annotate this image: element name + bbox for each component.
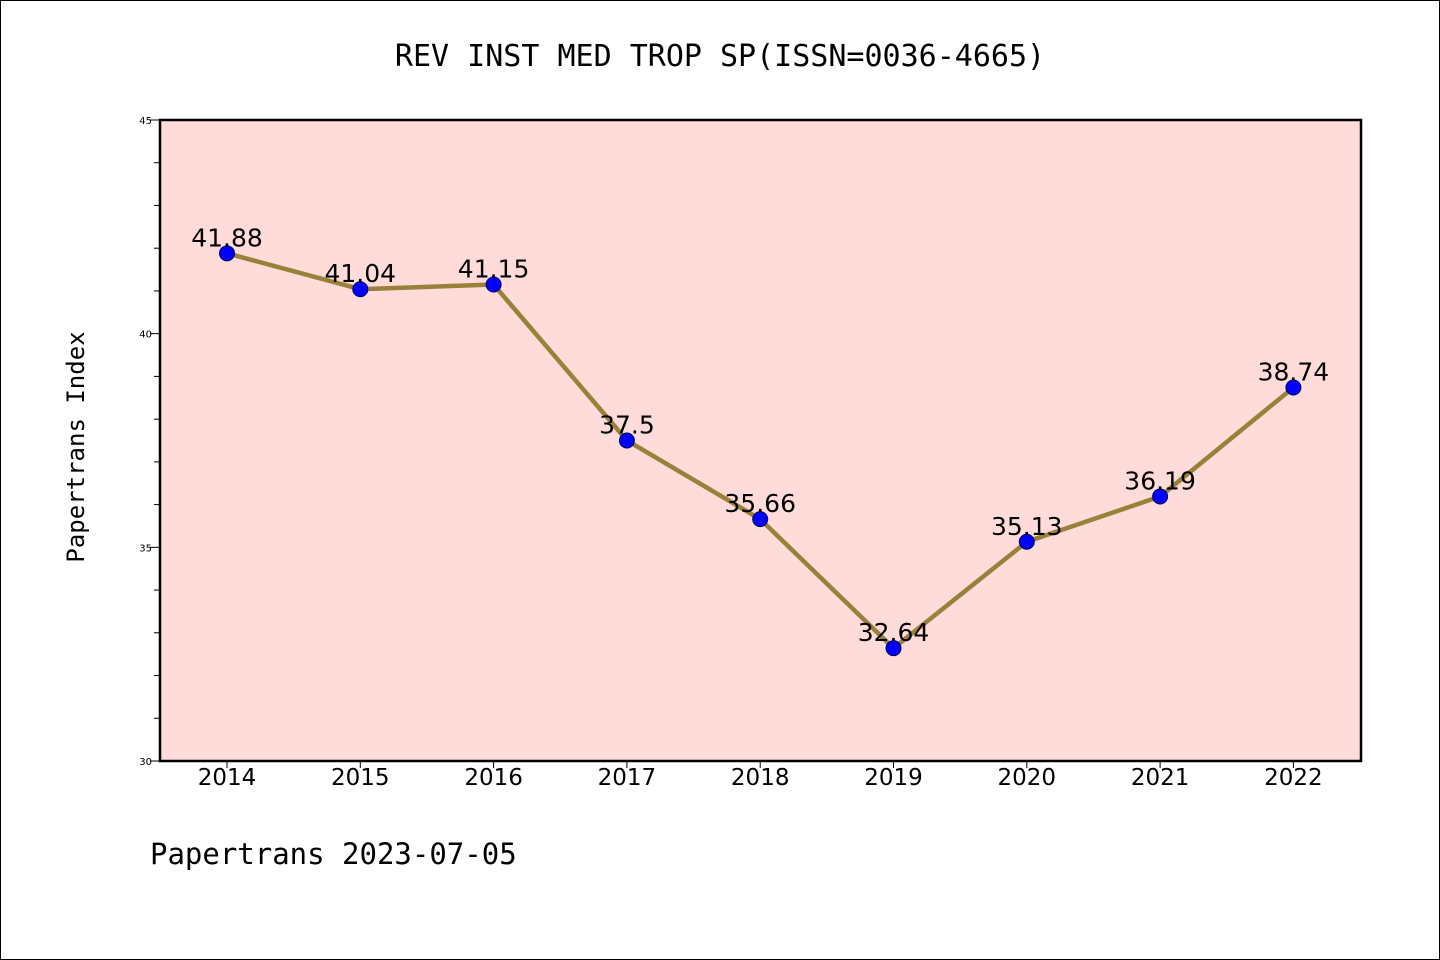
series-group: 41.88 41.04 41.15 37.5 35.66 32.64 35.13 36.19 3… — [191, 223, 1330, 657]
x-tick-label: 2019 — [864, 765, 923, 791]
x-tick-label: 2020 — [998, 765, 1057, 791]
data-label: 35.66 — [724, 489, 796, 518]
x-tick-label: 2021 — [1131, 765, 1190, 791]
y-tick-label: 45 — [139, 116, 152, 127]
chart-title: REV INST MED TROP SP(ISSN=0036-4665) — [395, 39, 1045, 74]
data-point — [885, 640, 902, 657]
y-axis-label: Papertrans Index — [62, 331, 90, 562]
data-label: 37.5 — [599, 411, 655, 440]
data-label: 41.04 — [325, 259, 397, 288]
data-label: 35.13 — [991, 512, 1063, 541]
axis-ticks: 30 35 40 45 2014 2015 2016 2017 2018 2019 2020 2021… — [139, 116, 1322, 791]
y-tick-label: 30 — [139, 757, 152, 768]
x-tick-label: 2014 — [198, 765, 257, 791]
data-label: 36.19 — [1124, 466, 1196, 495]
data-label: 32.64 — [858, 618, 930, 647]
y-tick-label: 35 — [139, 543, 152, 554]
data-point — [352, 281, 369, 298]
data-label: 38.74 — [1258, 358, 1330, 387]
data-label: 41.15 — [458, 255, 530, 284]
data-point — [618, 432, 635, 449]
x-tick-label: 2022 — [1264, 765, 1323, 791]
data-point — [1018, 533, 1035, 550]
data-point — [219, 245, 235, 262]
data-label: 41.88 — [191, 223, 263, 252]
y-tick-label: 40 — [139, 330, 152, 341]
data-point — [1152, 488, 1169, 505]
data-point — [1285, 379, 1302, 396]
data-point — [485, 276, 502, 293]
x-tick-label: 2017 — [598, 765, 657, 791]
x-tick-label: 2018 — [731, 765, 790, 791]
footer-text: Papertrans 2023-07-05 — [150, 837, 517, 871]
plot-border — [158, 118, 1363, 763]
x-tick-label: 2016 — [464, 765, 523, 791]
data-point — [752, 511, 769, 528]
plot-area — [160, 120, 1361, 761]
x-tick-label: 2015 — [331, 765, 390, 791]
